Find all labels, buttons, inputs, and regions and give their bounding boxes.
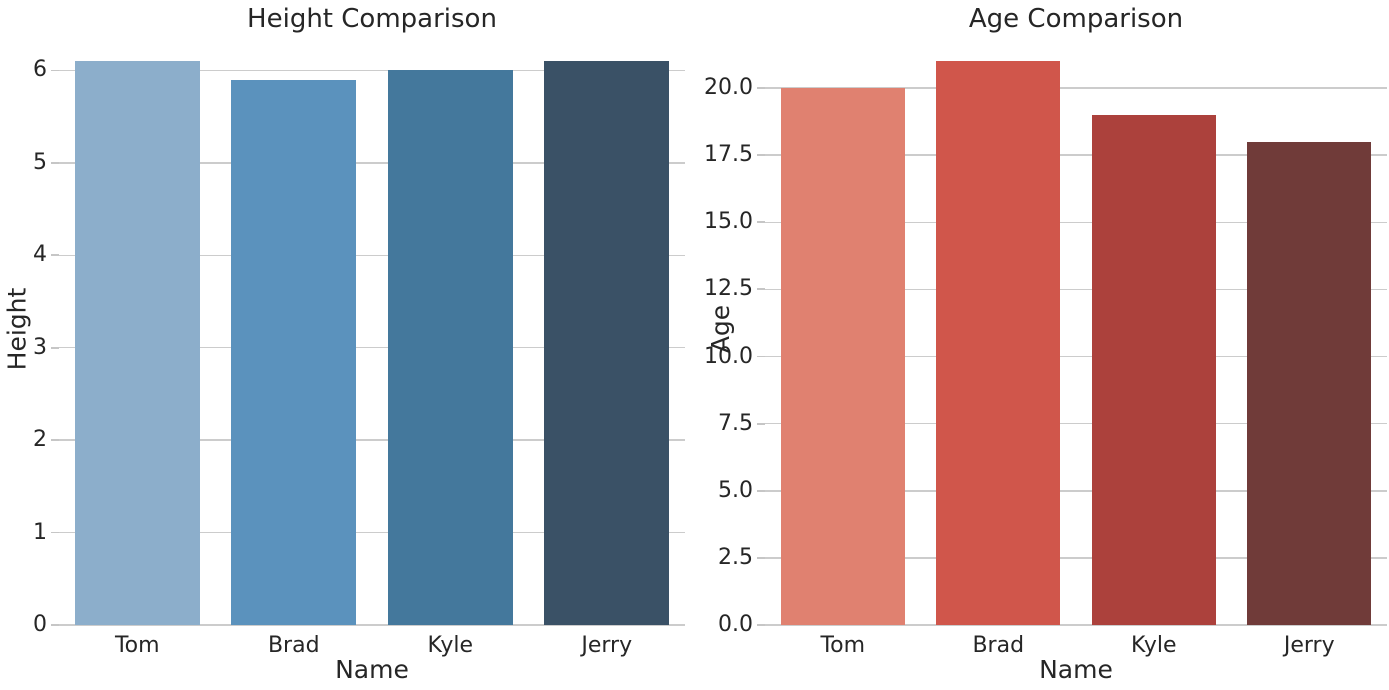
plot-area (757, 33, 1387, 626)
gridline (765, 87, 1387, 89)
gridline (765, 557, 1387, 559)
gridline (59, 162, 685, 164)
y-tick-mark (757, 556, 765, 559)
bar-jerry (544, 61, 670, 625)
gridline (59, 624, 685, 626)
y-tick-label: 7.5 (718, 410, 753, 436)
y-tick-mark (757, 422, 765, 425)
y-tick-label: 2 (33, 427, 47, 453)
chart-title: Height Comparison (247, 4, 497, 34)
x-axis-label: Name (1039, 655, 1113, 684)
y-tick-label: 15.0 (704, 209, 753, 235)
y-tick-mark (757, 288, 765, 291)
y-tick-label: 5.0 (718, 477, 753, 503)
y-tick-mark (757, 489, 765, 492)
x-tick-label: Tom (820, 633, 866, 658)
gridline (765, 355, 1387, 358)
bar-kyle (1091, 114, 1216, 625)
gridline (765, 221, 1387, 224)
y-tick-label: 17.5 (704, 142, 753, 168)
gridline (765, 490, 1387, 492)
y-tick-mark (51, 439, 59, 442)
y-tick-label: 6 (33, 57, 47, 83)
y-tick-label: 0 (33, 612, 47, 637)
plot-area (51, 33, 685, 626)
y-tick-label: 4 (33, 242, 47, 268)
y-tick-label: 2.5 (718, 544, 753, 570)
x-tick-label: Brad (267, 633, 320, 658)
gridline (59, 531, 685, 534)
gridline (59, 254, 685, 257)
x-tick-label: Jerry (1283, 633, 1335, 658)
bar-brad (936, 61, 1061, 625)
gridline (765, 288, 1387, 291)
bar-tom (74, 61, 200, 625)
y-tick-mark (51, 254, 59, 257)
gridline (765, 624, 1387, 626)
y-tick-label: 5 (33, 149, 47, 175)
x-tick-label: Kyle (1131, 633, 1177, 658)
y-tick-mark (51, 531, 59, 534)
y-tick-label: 1 (33, 519, 47, 545)
x-tick-label: Jerry (581, 633, 633, 658)
y-tick-mark (51, 161, 59, 164)
bar-brad (231, 79, 357, 625)
y-tick-mark (51, 624, 59, 626)
bar-jerry (1247, 141, 1372, 625)
gridline (59, 439, 685, 441)
x-tick-label: Kyle (427, 633, 474, 658)
y-tick-label: 3 (33, 334, 47, 360)
x-tick-label: Brad (972, 633, 1025, 658)
y-tick-mark (757, 355, 765, 358)
chart-title: Age Comparison (968, 4, 1184, 34)
y-tick-label: 10.0 (704, 343, 753, 369)
y-tick-mark (757, 87, 765, 89)
gridline (59, 69, 685, 72)
y-axis-label: Age (706, 33, 735, 625)
gridline (59, 346, 685, 349)
y-tick-label: 0.0 (718, 612, 753, 637)
y-tick-label: 12.5 (704, 276, 753, 302)
y-tick-mark (757, 624, 765, 626)
y-tick-mark (757, 221, 765, 224)
bar-tom (780, 88, 905, 625)
y-tick-label: 20.0 (704, 75, 753, 101)
gridline (765, 154, 1387, 156)
age-comparison-chart: Age Comparison Age Name 0.0 2.5 5.0 7.5 10.0… (694, 0, 1389, 690)
height-comparison-chart: Height Comparison Height Name 0 1 2 3 4 5 6 Tom… (0, 0, 694, 690)
y-tick-mark (51, 69, 59, 72)
x-axis-label: Name (335, 655, 409, 684)
y-tick-mark (757, 154, 765, 157)
gridline (765, 422, 1387, 425)
x-tick-label: Tom (114, 633, 160, 658)
bar-kyle (387, 70, 513, 625)
y-tick-mark (51, 346, 59, 349)
